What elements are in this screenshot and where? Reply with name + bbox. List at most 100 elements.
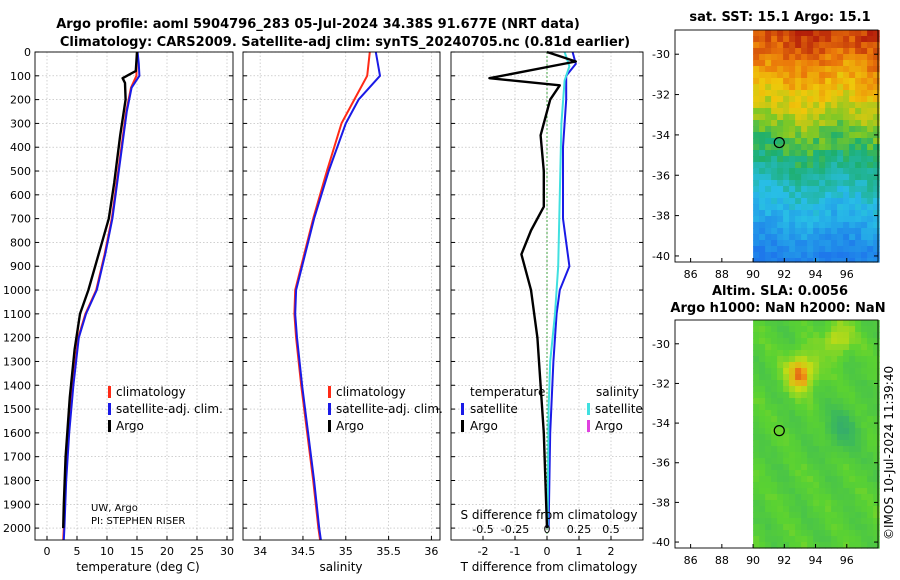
heatmap-cell: [843, 144, 850, 151]
heatmap-cell: [807, 452, 814, 459]
heatmap-cell: [765, 48, 772, 55]
heatmap-cell: [837, 494, 844, 501]
heatmap-cell: [813, 458, 820, 465]
heatmap-cell: [837, 518, 844, 525]
heatmap-cell: [873, 102, 880, 109]
heatmap-cell: [777, 120, 784, 127]
heatmap-cell: [873, 162, 880, 169]
heatmap-cell: [867, 512, 874, 519]
heatmap-cell: [783, 102, 790, 109]
heatmap-cell: [825, 410, 832, 417]
heatmap-cell: [819, 144, 826, 151]
heatmap-cell: [831, 512, 838, 519]
heatmap-cell: [777, 132, 784, 139]
heatmap-cell: [789, 192, 796, 199]
heatmap-cell: [867, 90, 874, 97]
heatmap-cell: [873, 186, 880, 193]
heatmap-cell: [777, 192, 784, 199]
heatmap-cell: [819, 464, 826, 471]
heatmap-cell: [855, 416, 862, 423]
heatmap-cell: [777, 512, 784, 519]
heatmap-cell: [759, 422, 766, 429]
heatmap-cell: [855, 156, 862, 163]
heatmap-cell: [789, 500, 796, 507]
heatmap-cell: [825, 210, 832, 217]
legend-label: Argo: [595, 419, 623, 433]
heatmap-cell: [771, 144, 778, 151]
heatmap-cell: [759, 204, 766, 211]
heatmap-cell: [765, 90, 772, 97]
heatmap-cell: [825, 66, 832, 73]
heatmap-cell: [837, 350, 844, 357]
heatmap-cell: [759, 252, 766, 259]
heatmap-cell: [807, 350, 814, 357]
heatmap-cell: [759, 404, 766, 411]
heatmap-cell: [849, 132, 856, 139]
heatmap-cell: [783, 60, 790, 67]
heatmap-cell: [825, 500, 832, 507]
heatmap-cell: [873, 108, 880, 115]
heatmap-cell: [771, 90, 778, 97]
heatmap-cell: [831, 440, 838, 447]
heatmap-cell: [777, 72, 784, 79]
heatmap-cell: [831, 210, 838, 217]
heatmap-cell: [783, 332, 790, 339]
heatmap-cell: [783, 108, 790, 115]
heatmap-cell: [801, 350, 808, 357]
heatmap-cell: [849, 108, 856, 115]
heatmap-cell: [873, 198, 880, 205]
heatmap-cell: [831, 464, 838, 471]
heatmap-cell: [855, 30, 862, 37]
heatmap-cell: [783, 204, 790, 211]
heatmap-cell: [783, 240, 790, 247]
heatmap-cell: [765, 482, 772, 489]
heatmap-cell: [825, 126, 832, 133]
heatmap-cell: [825, 168, 832, 175]
heatmap-cell: [771, 440, 778, 447]
heatmap-cell: [759, 380, 766, 387]
heatmap-cell: [861, 90, 868, 97]
heatmap-cell: [843, 464, 850, 471]
heatmap-cell: [831, 258, 838, 263]
heatmap-cell: [843, 252, 850, 259]
heatmap-cell: [819, 114, 826, 121]
heatmap-cell: [849, 84, 856, 91]
heatmap-cell: [825, 102, 832, 109]
heatmap-cell: [789, 374, 796, 381]
heatmap-cell: [873, 332, 880, 339]
heatmap-cell: [789, 30, 796, 37]
heatmap-cell: [861, 252, 868, 259]
heatmap-cell: [759, 60, 766, 67]
heatmap-cell: [753, 386, 760, 393]
heatmap-cell: [771, 500, 778, 507]
heatmap-cell: [837, 228, 844, 235]
heatmap-cell: [843, 398, 850, 405]
heatmap-cell: [783, 66, 790, 73]
heatmap-cell: [855, 258, 862, 263]
heatmap-cell: [783, 192, 790, 199]
heatmap-cell: [825, 362, 832, 369]
heatmap-cell: [819, 186, 826, 193]
heatmap-cell: [759, 434, 766, 441]
heatmap-cell: [789, 362, 796, 369]
heatmap-cell: [783, 512, 790, 519]
y-tick-label: 800: [10, 236, 31, 249]
heatmap-cell: [855, 54, 862, 61]
heatmap-cell: [861, 186, 868, 193]
heatmap-cell: [771, 350, 778, 357]
heatmap-cell: [789, 518, 796, 525]
heatmap-cell: [843, 338, 850, 345]
heatmap-cell: [819, 222, 826, 229]
heatmap-cell: [765, 368, 772, 375]
heatmap-cell: [807, 228, 814, 235]
heatmap-cell: [801, 470, 808, 477]
heatmap-cell: [849, 422, 856, 429]
heatmap-cell: [855, 168, 862, 175]
heatmap-cell: [843, 356, 850, 363]
heatmap-cell: [837, 66, 844, 73]
heatmap-cell: [867, 434, 874, 441]
heatmap-cell: [801, 488, 808, 495]
heatmap-cell: [873, 374, 880, 381]
heatmap-cell: [873, 416, 880, 423]
heatmap-cell: [807, 210, 814, 217]
